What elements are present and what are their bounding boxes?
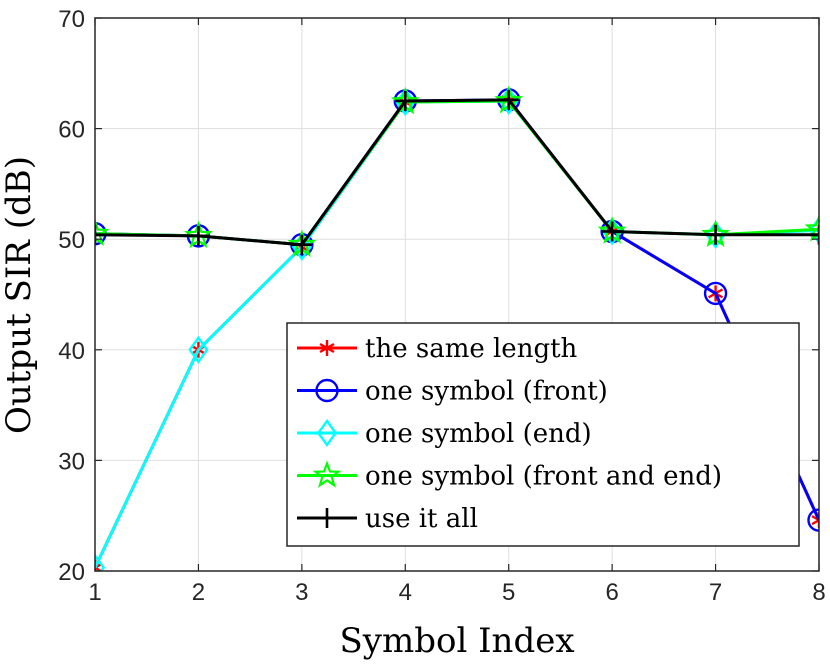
y-tick-label: 20 [58,559,85,586]
data-point [811,512,819,529]
x-tick-label: 5 [502,579,515,606]
data-point [291,234,312,255]
legend-marker [315,378,339,403]
data-point [395,90,416,111]
series-layer [95,85,819,571]
legend-label: one symbol (front and end) [365,462,722,492]
data-point [95,553,106,571]
y-axis-title: Output SIR (dB) [0,156,39,434]
data-point [705,224,726,245]
series-line [95,98,819,247]
data-point [703,281,728,306]
legend-label: the same length [365,334,578,364]
legend-item: one symbol (front) [297,377,608,407]
data-point [809,224,819,245]
data-point [498,89,519,110]
y-tick-label: 60 [58,117,85,144]
data-point [807,508,819,532]
x-axis-title: Symbol Index [339,621,574,661]
plot-frame [94,17,820,572]
legend-marker [317,508,337,528]
y-tick-label: 30 [58,448,85,475]
legend-marker [316,418,338,448]
x-tick-label: 4 [399,579,412,606]
legend-item: one symbol (end) [297,418,592,449]
series-5 [95,89,819,255]
data-point [188,225,209,246]
data-point [95,218,110,246]
legend-label: one symbol (end) [365,419,592,449]
data-point [804,214,819,242]
data-point [602,221,623,242]
legend: the same length one symbol (front) one sym… [286,322,800,547]
y-tick-label: 70 [58,6,85,33]
y-tick-label: 50 [58,227,85,254]
legend-item: the same length [297,334,578,364]
x-tick-label: 6 [605,579,618,606]
legend-label: one symbol (front) [365,377,608,407]
x-tick-label: 7 [709,579,722,606]
legend-item: use it all [297,504,478,534]
x-tick-label: 2 [192,579,205,606]
x-tick-label: 8 [812,579,825,606]
ticks: 1 2 3 4 5 6 7 8 20 30 40 50 60 70 [58,6,825,606]
data-point [188,335,209,364]
legend-label: use it all [365,504,478,534]
legend-box [286,322,800,547]
x-tick-label: 1 [88,579,101,606]
y-tick-label: 40 [58,338,85,365]
legend-marker [319,340,335,356]
legend-marker [312,460,342,488]
legend-item: one symbol (front and end) [297,460,722,492]
data-point [95,224,105,245]
x-tick-label: 3 [295,579,308,606]
